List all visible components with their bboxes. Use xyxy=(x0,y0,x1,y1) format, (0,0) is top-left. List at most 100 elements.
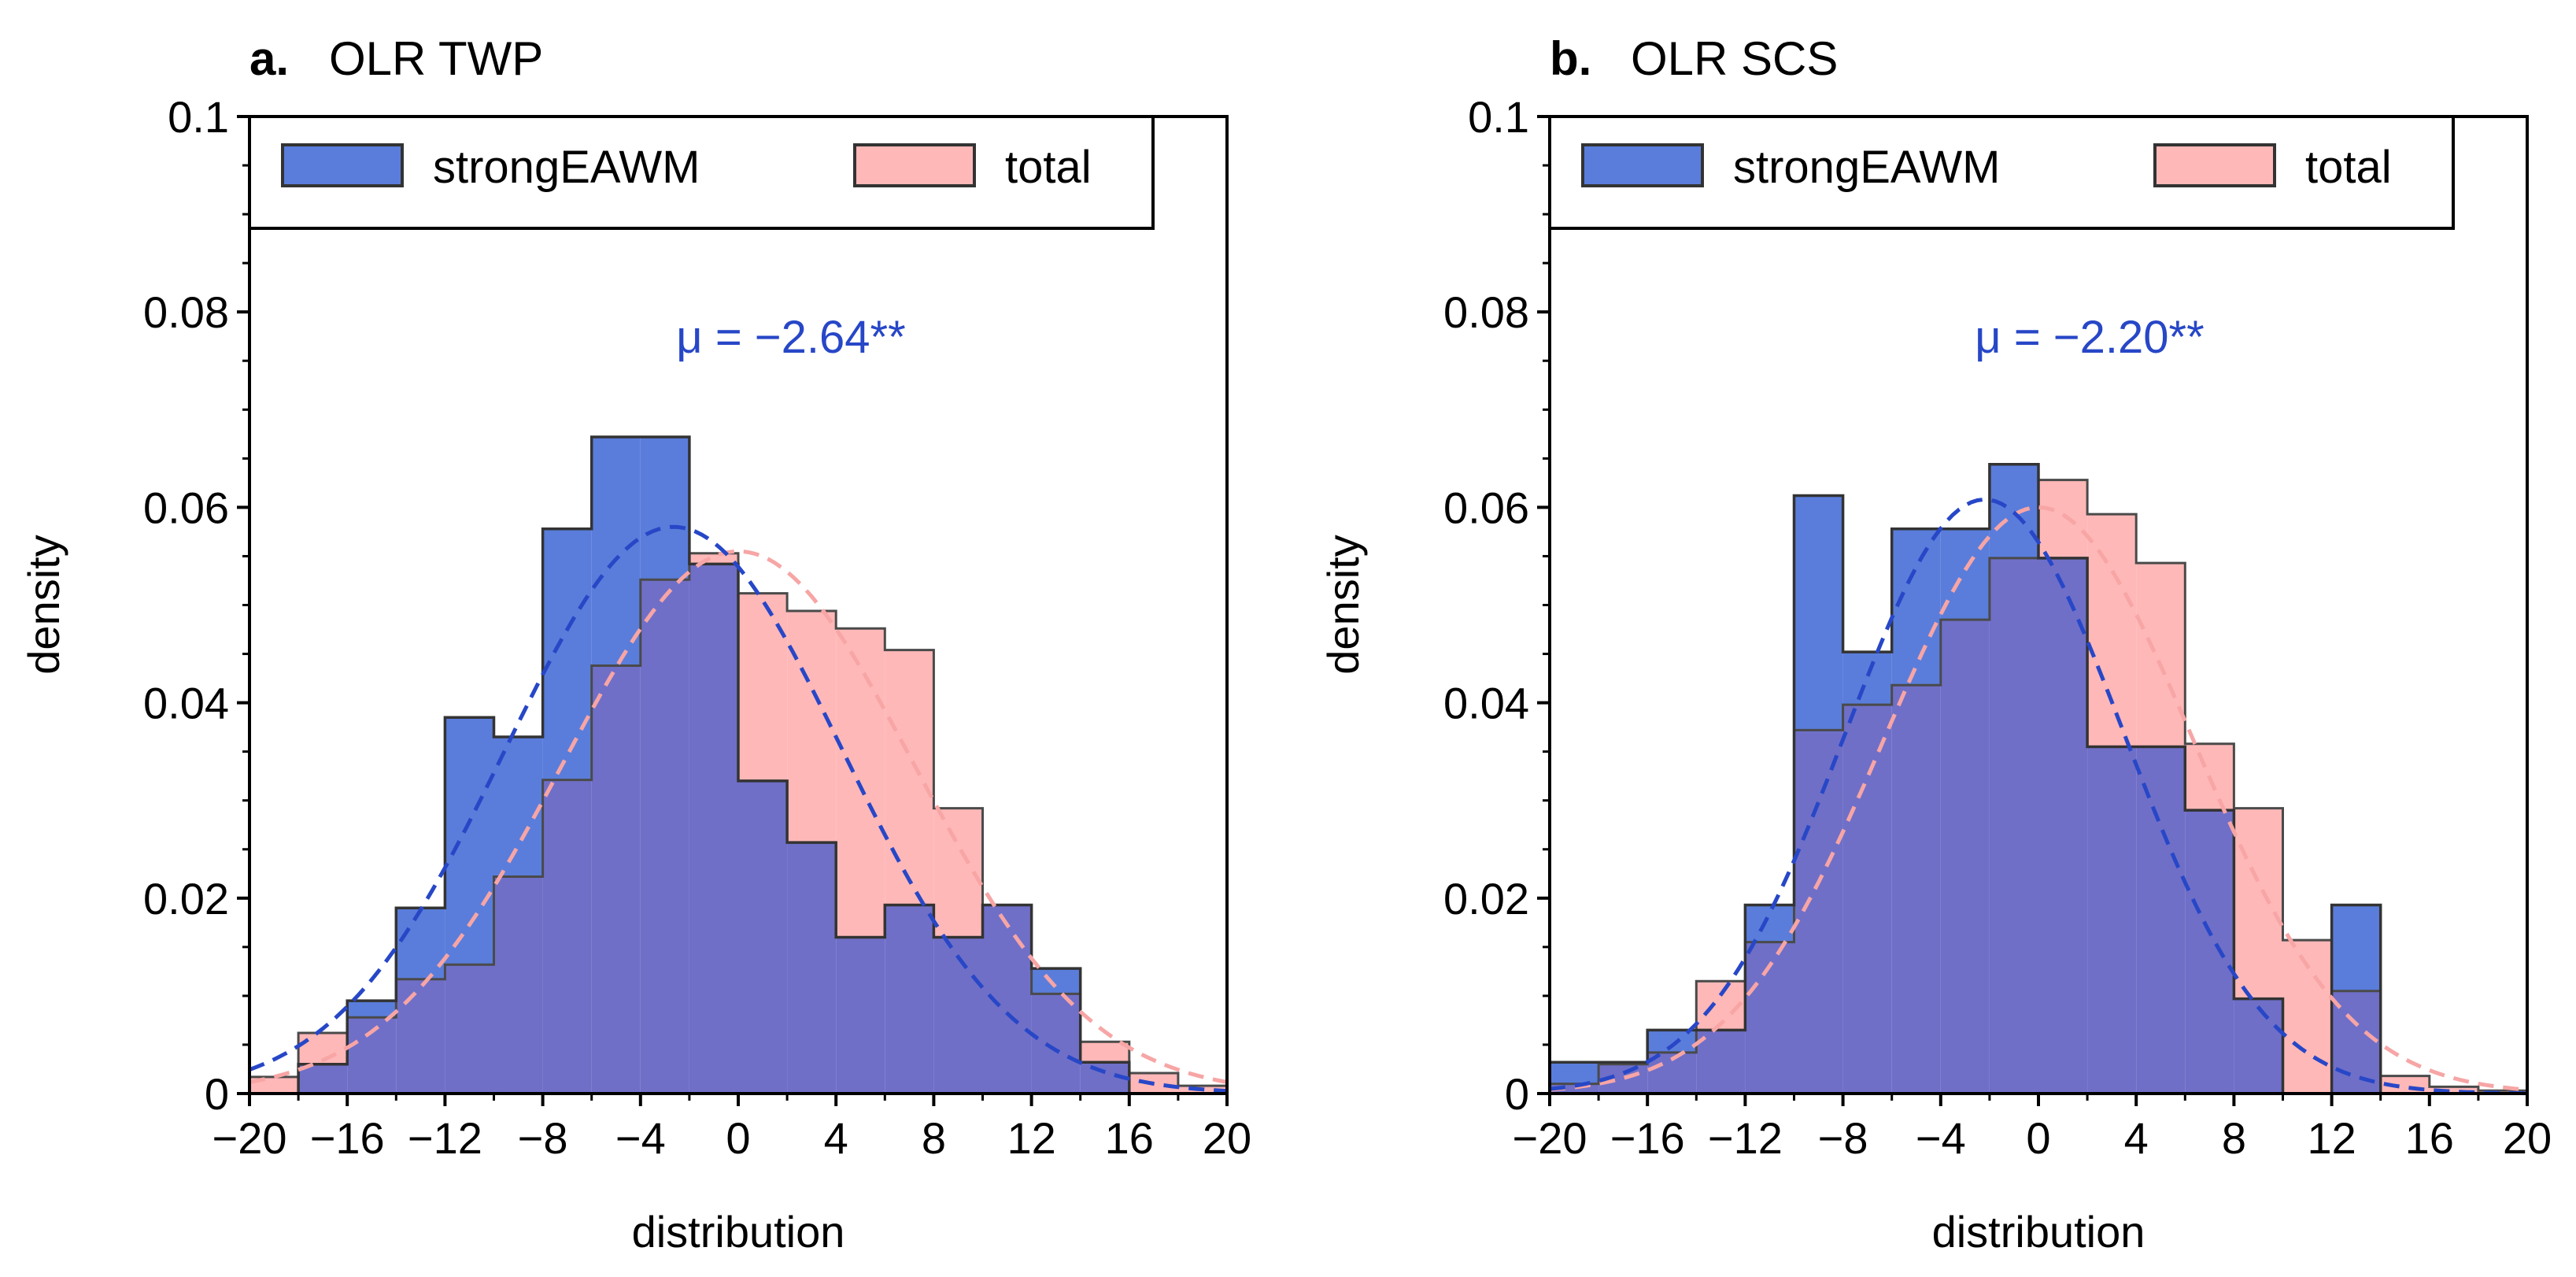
panel-b-bar-overlap xyxy=(1794,730,1843,1094)
panel-b-bar-overlap xyxy=(2234,998,2283,1094)
panel-a-bar-overlap xyxy=(1031,994,1081,1094)
panel-a-legend-swatch-strong xyxy=(281,143,404,187)
panel-b-ytick-label: 0.02 xyxy=(1443,874,1529,924)
panel-a-bar-total xyxy=(738,593,788,781)
panel-a-bar-overlap xyxy=(982,905,1032,1094)
panel-a-bar-strong xyxy=(445,717,494,965)
panel-b-title: OLR SCS xyxy=(1631,32,1838,85)
panel-a-ytick-label: 0.06 xyxy=(143,483,229,532)
panel-b-bar-total xyxy=(2038,479,2088,558)
panel-a-bar-total xyxy=(689,553,738,564)
panel-b-ytick-label: 0.06 xyxy=(1443,483,1529,532)
panel-a-bar-total xyxy=(1080,1042,1129,1063)
panel-a-bar-overlap xyxy=(347,1017,397,1094)
panel-b-xtick-label: −16 xyxy=(1610,1113,1685,1163)
panel-a-plot-area xyxy=(248,435,1229,1095)
panel-b-xtick-label: −12 xyxy=(1708,1113,1783,1163)
panel-b-ytick-label: 0.1 xyxy=(1468,92,1529,142)
panel-a-bar-strong xyxy=(347,1001,397,1018)
panel-a-letter: a. xyxy=(249,32,289,85)
panel-b-ytick-label: 0.08 xyxy=(1443,287,1529,337)
panel-a-bar-overlap xyxy=(640,579,689,1094)
panel-b-fit-curve-total xyxy=(1549,505,2528,1092)
panel-a-fit-curve-strong xyxy=(249,524,1228,1094)
panel-b-bar-overlap xyxy=(1842,705,1892,1094)
panel-b-ylabel: density xyxy=(1318,535,1368,674)
panel-a-legend-label-total: total xyxy=(1005,142,1092,193)
panel-b-bar-overlap xyxy=(2136,746,2186,1094)
panel-b-xlabel: distribution xyxy=(1932,1207,2145,1257)
panel-b-bar-overlap xyxy=(2185,810,2234,1094)
panel-a-xtick-label: 4 xyxy=(824,1113,848,1163)
panel-a-bar-strong xyxy=(396,908,445,979)
panel-a-bar-overlap xyxy=(445,964,494,1094)
panel-b-legend-label-total: total xyxy=(2305,142,2392,193)
panel-a-bar-total xyxy=(787,610,837,843)
panel-a-xtick-label: −8 xyxy=(518,1113,568,1163)
panel-b-bar-total xyxy=(2087,514,2137,747)
panel-a-ytick-label: 0 xyxy=(205,1069,229,1119)
panel-a-bar-strong xyxy=(640,437,689,580)
panel-a-bar-overlap xyxy=(396,979,445,1094)
panel-b-ytick-label: 0 xyxy=(1505,1069,1529,1119)
panel-a-xtick-label: 0 xyxy=(726,1113,750,1163)
panel-b-bar-overlap xyxy=(2038,557,2088,1094)
panel-a-xtick-label: 16 xyxy=(1105,1113,1154,1163)
panel-a-ytick-label: 0.08 xyxy=(143,287,229,337)
panel-b-legend-label-strong: strongEAWM xyxy=(1733,142,2000,193)
panel-b-bar-strong xyxy=(1891,528,1941,686)
panel-b-legend-swatch-strong xyxy=(1581,143,1704,187)
panel-a-legend-label-strong: strongEAWM xyxy=(433,142,700,193)
panel-b-bar-strong xyxy=(2331,905,2381,991)
panel-a-xtick-label: 20 xyxy=(1203,1113,1251,1163)
panel-b-bar-overlap xyxy=(2331,990,2381,1094)
panel-a-xtick-label: −16 xyxy=(310,1113,385,1163)
panel-a-xtick-label: −12 xyxy=(408,1113,482,1163)
panel-a-bar-strong xyxy=(1031,968,1081,994)
panel-a-ytick-label: 0.1 xyxy=(168,92,229,142)
panel-a-bar-overlap xyxy=(933,937,983,1094)
panel-a-xtick-label: 12 xyxy=(1007,1113,1055,1163)
panel-b-bar-total xyxy=(2429,1086,2478,1094)
panel-a-xlabel: distribution xyxy=(632,1207,845,1257)
panel-b-bar-overlap xyxy=(1696,1030,1746,1094)
panel-a-ytick-label: 0.02 xyxy=(143,874,229,924)
panel-b-strong-outline xyxy=(1548,463,2527,1095)
panel-a-fit-curve-total xyxy=(249,549,1228,1084)
panel-b-xtick-label: 16 xyxy=(2405,1113,2454,1163)
panel-a-bar-overlap xyxy=(787,842,837,1094)
panel-b-bar-overlap xyxy=(2087,746,2137,1094)
panel-b-bar-strong xyxy=(1842,652,1892,705)
panel-b-xtick-label: 4 xyxy=(2124,1113,2149,1163)
panel-a-bar-overlap xyxy=(493,876,543,1094)
panel-b-plot-area xyxy=(1548,463,2529,1096)
panel-a-xtick-label: 8 xyxy=(922,1113,946,1163)
panel-a-bar-strong xyxy=(542,528,592,780)
panel-a-legend: strongEAWM total xyxy=(248,115,1155,230)
panel-b-letter: b. xyxy=(1550,32,1591,85)
panel-a-bar-overlap xyxy=(298,1064,348,1094)
panel-b-xtick-label: −20 xyxy=(1513,1113,1587,1163)
panel-a-xtick-label: −20 xyxy=(213,1113,287,1163)
panel-b-bar-strong xyxy=(1550,1062,1599,1084)
panel-b-legend-swatch-total xyxy=(2153,143,2276,187)
panel-b-xtick-label: −8 xyxy=(1818,1113,1868,1163)
panel-b-bar-overlap xyxy=(1940,620,1990,1094)
panel-b-ytick-label: 0.04 xyxy=(1443,679,1529,728)
panel-b: −20 −16 −12 −8 −4 0 4 8 12 16 20 0 0.02 0.04 0.06 0.08 0… xyxy=(1318,32,2552,1257)
panel-a-bar-overlap xyxy=(885,905,934,1094)
panel-a-mu-annotation: μ = −2.64** xyxy=(676,312,905,363)
panel-b-bar-total xyxy=(2234,808,2283,999)
panel-b-fit-curve-strong xyxy=(1549,497,2528,1096)
panel-b-xtick-label: 12 xyxy=(2307,1113,2356,1163)
panel-b-bar-strong xyxy=(1745,905,1794,942)
panel-b-ticks: −20 −16 −12 −8 −4 0 4 8 12 16 20 0 0.02 0.04 0.06 0.08 0… xyxy=(1443,92,2552,1163)
panel-a-bar-strong xyxy=(591,437,641,666)
panel-b-legend: strongEAWM total xyxy=(1548,115,2455,230)
panel-b-bar-total xyxy=(2136,563,2186,747)
panel-a-bar-overlap xyxy=(738,780,788,1094)
panel-b-bar-overlap xyxy=(1989,557,2038,1094)
panel-a-bar-total xyxy=(885,650,934,905)
panel-b-bar-overlap xyxy=(1891,685,1941,1094)
